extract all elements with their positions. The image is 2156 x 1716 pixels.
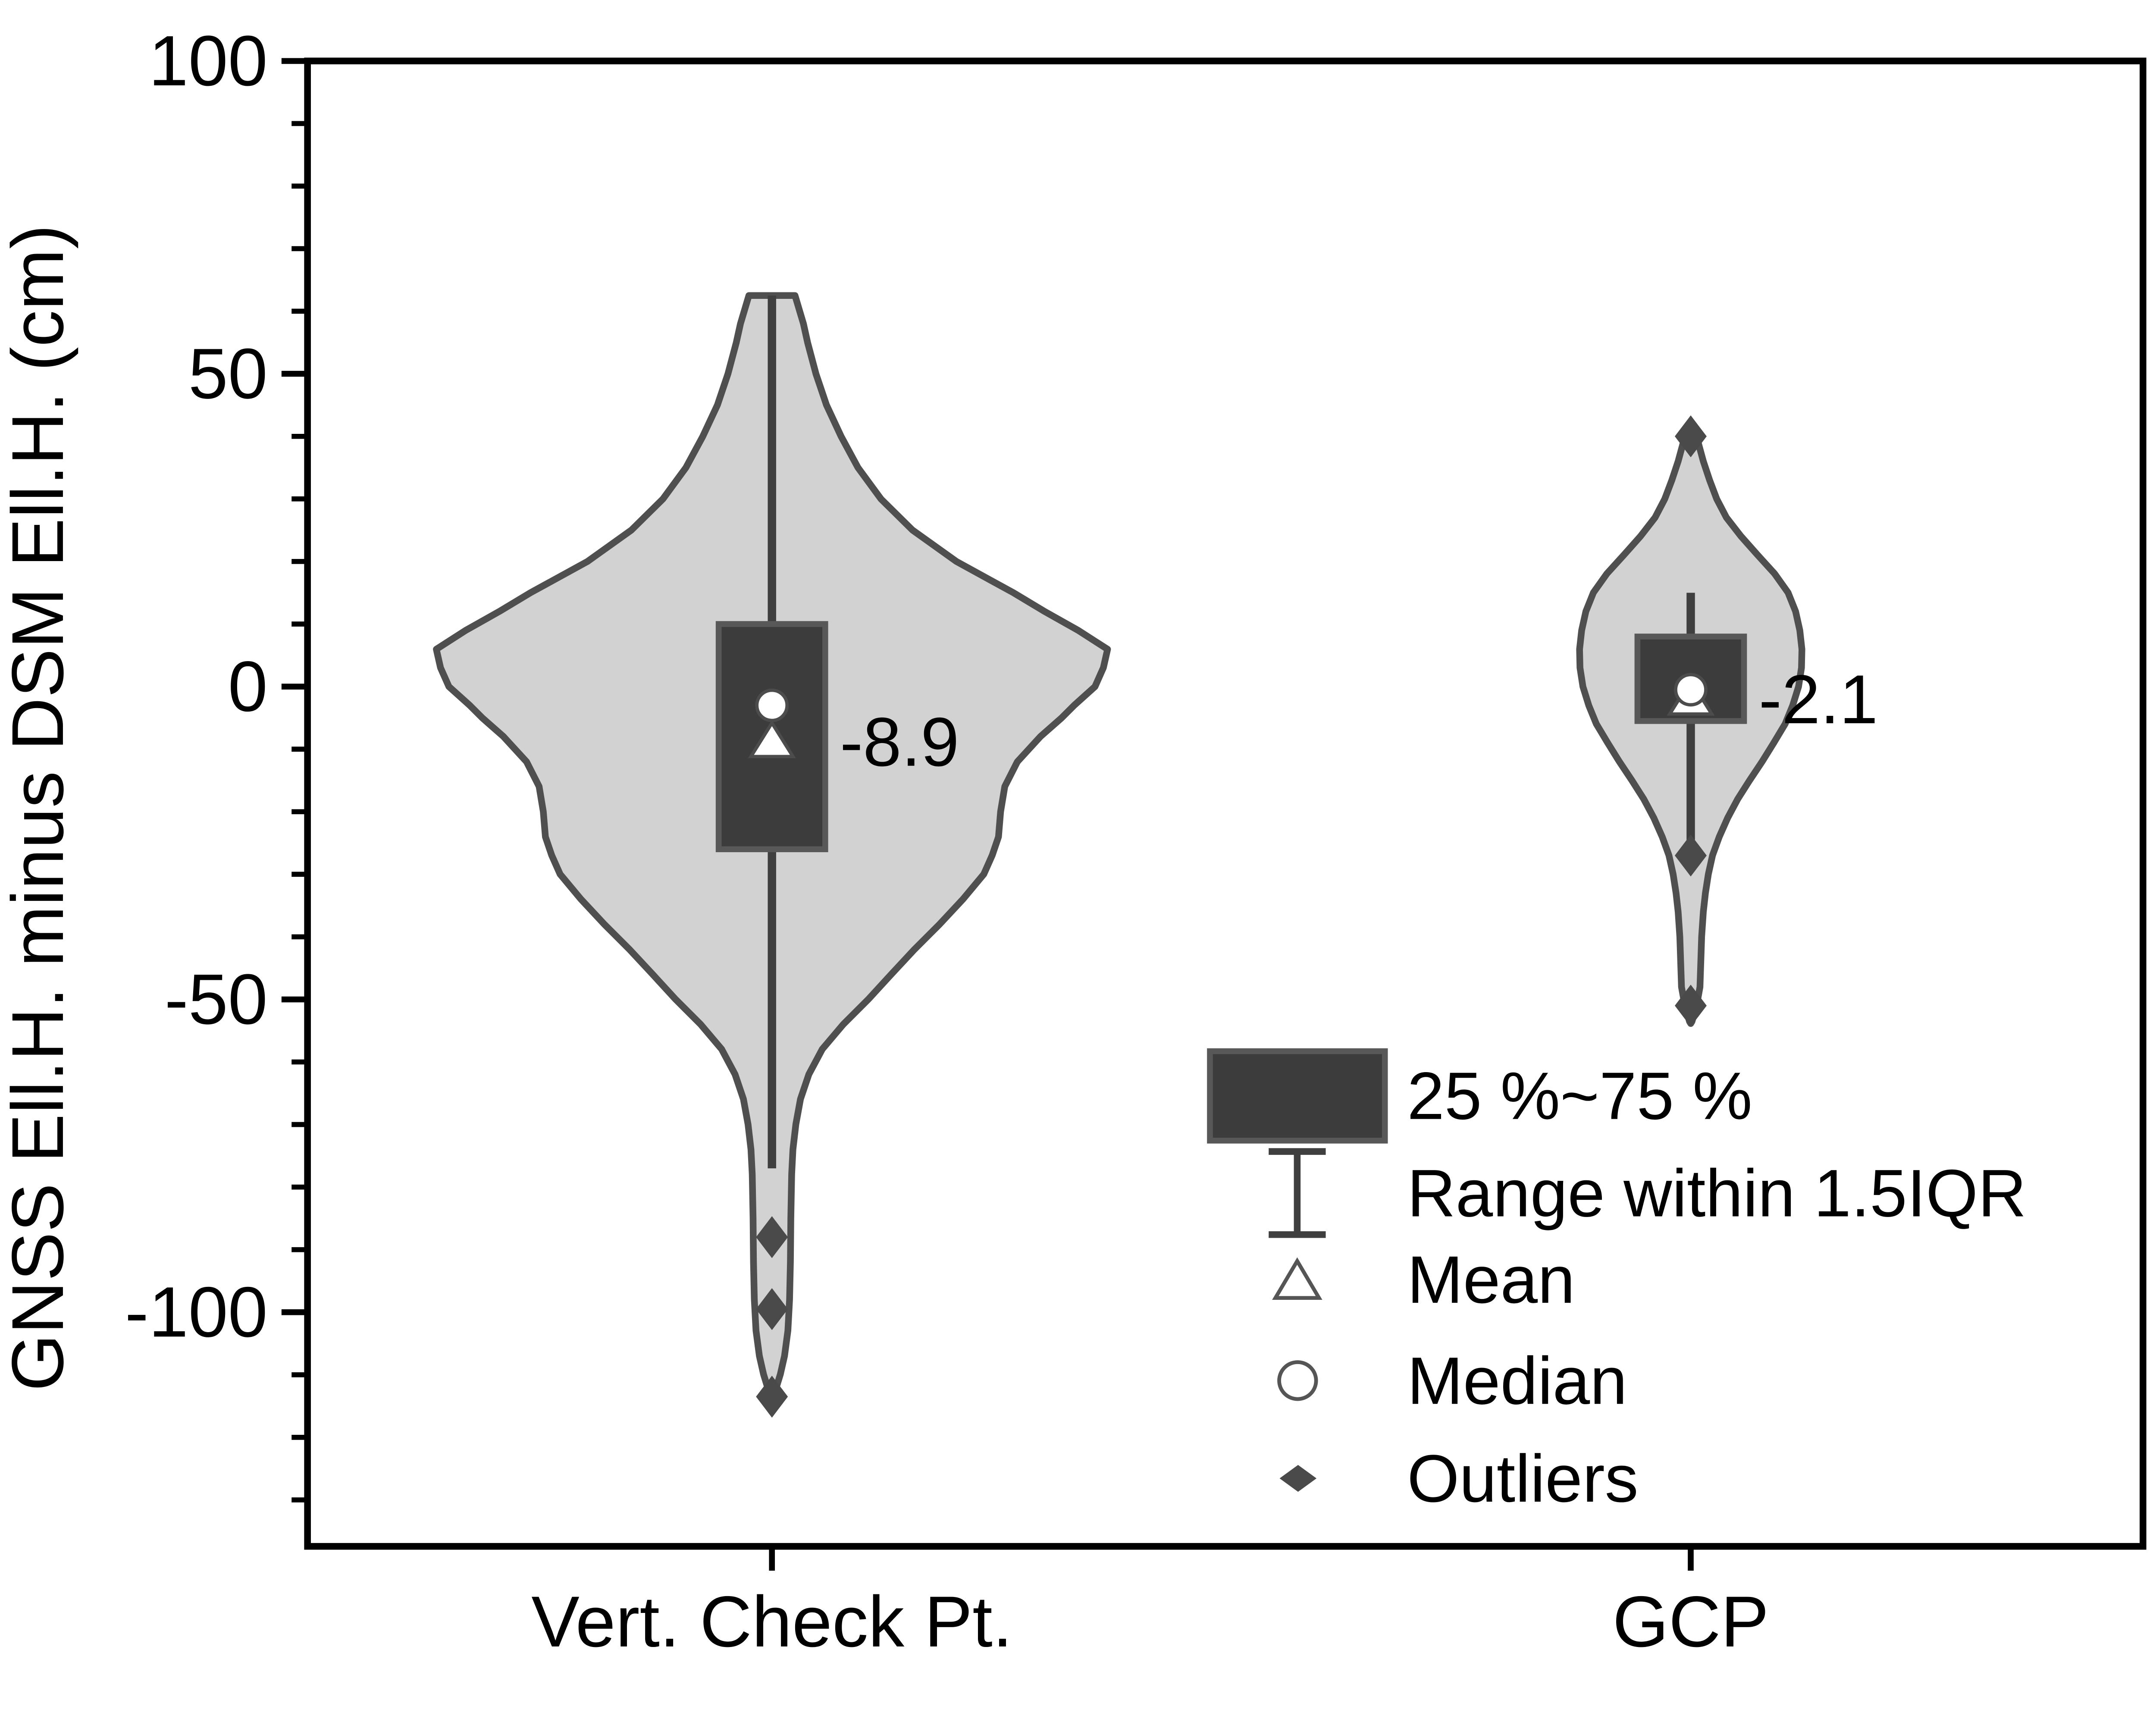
legend-label-outliers: Outliers [1407,1441,1638,1516]
y-tick-label: -50 [165,960,268,1039]
y-tick-label: 100 [149,21,268,101]
y-axis-title: GNSS Ell.H. minus DSM Ell.H. (cm) [0,225,79,1391]
y-axis-ticks: 100 50 0 -50 -100 [125,21,308,1503]
legend: 25 %~75 % Range within 1.5IQR Mean Media… [1207,1048,2027,1516]
outlier-marker [1675,834,1707,877]
outlier-marker [1675,415,1707,458]
mean-annotation: -8.9 [840,704,959,781]
mean-triangle-icon [1272,1257,1322,1300]
outlier-diamond-icon [1279,1465,1317,1492]
x-category-label-gcp: GCP [1613,1582,1769,1662]
y-tick-label: 50 [188,334,268,414]
mean-marker [748,720,796,759]
x-category-label-vert-check-pt: Vert. Check Pt. [531,1582,1012,1662]
median-marker [755,688,789,722]
series-marks-gcp: -2.1 [1634,415,1878,1027]
outlier-marker [756,1375,788,1418]
mean-annotation: -2.1 [1759,661,1878,738]
legend-label-mean: Mean [1407,1242,1575,1317]
plot-frame [304,57,2147,1550]
outlier-marker [756,1216,788,1258]
legend-label-iqr: 25 %~75 % [1407,1058,1752,1133]
legend-iqr-box-icon [1207,1048,1388,1144]
legend-label-median: Median [1407,1343,1627,1418]
median-marker [1674,673,1708,707]
legend-label-range: Range within 1.5IQR [1407,1155,2026,1230]
outlier-marker [1675,985,1707,1027]
y-tick-label: 0 [228,647,268,727]
y-tick-label: -100 [125,1272,268,1352]
median-circle-icon [1277,1360,1318,1401]
x-axis-ticks [769,1546,1694,1571]
